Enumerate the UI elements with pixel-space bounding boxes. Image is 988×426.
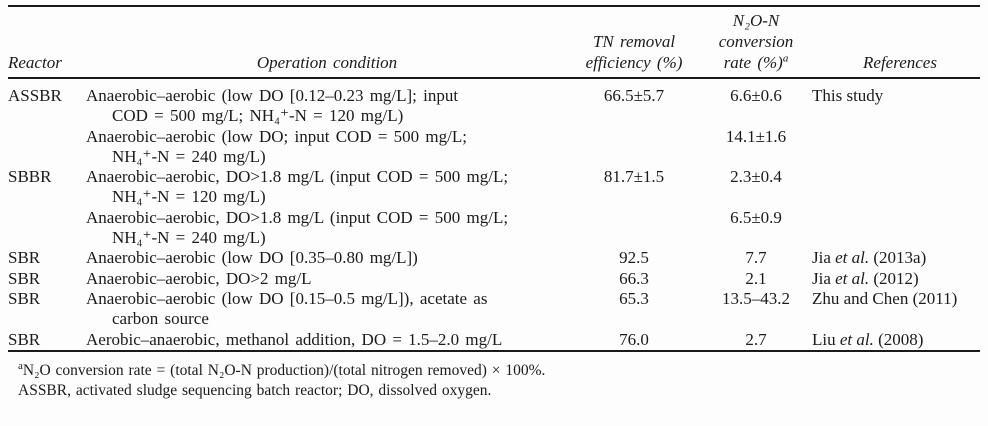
header-reactor: Reactor [8,53,62,72]
tn-value: 81.7±1.5 [603,167,665,187]
table-row: SBR Anaerobic–aerobic (low DO [0.15–0.5 … [8,289,988,330]
condition-line: Anaerobic–aerobic, DO>2 mg/L [86,268,312,288]
tn-value: 65.3 [619,288,649,308]
reference-cell [812,167,988,168]
header-tn-line1: TN removal [592,32,676,51]
reactor-cell [8,127,86,128]
header-operation-condition: Operation condition [256,53,398,72]
table-footnotes: aN₂O conversion rate = (total N₂O-N prod… [0,359,988,401]
reference-cell: This study [812,86,988,106]
n2o-value: 2.3±0.4 [730,167,782,187]
condition-line: Anaerobic–aerobic (low DO [0.35–0.80 mg/… [86,248,418,268]
tn-value: 92.5 [619,248,649,268]
table-body: ASSBR Anaerobic–aerobic (low DO [0.12–0.… [0,79,988,350]
reference-text: Liu [812,329,840,349]
reference-cell: Jia et al. (2013a) [812,248,988,268]
reference-text: Zhu and Chen (2011) [812,288,958,308]
n2o-value: 13.5–43.2 [722,288,790,308]
condition-cell: Anaerobic–aerobic, DO>1.8 mg/L (input CO… [86,167,568,208]
condition-line: NH₄⁺-N = 120 mg/L) [112,187,266,207]
condition-line: NH₄⁺-N = 240 mg/L) [112,228,266,248]
table-top-rule [8,5,980,7]
condition-line: Anaerobic–aerobic (low DO [0.15–0.5 mg/L… [86,288,488,308]
condition-line: COD = 500 mg/L; NH₄⁺-N = 120 mg/L) [112,106,404,126]
condition-line: carbon source [112,309,209,329]
table-row: ASSBR Anaerobic–aerobic (low DO [0.12–0.… [8,86,988,127]
condition-cell: Anaerobic–aerobic (low DO [0.35–0.80 mg/… [86,248,568,268]
reference-year: (2013a) [869,248,927,268]
condition-cell: Anaerobic–aerobic (low DO; input COD = 5… [86,127,568,168]
condition-cell: Aerobic–anaerobic, methanol addition, DO… [86,330,568,350]
table-bottom-rule [8,349,980,352]
header-tn-removal-efficiency: TN removal efficiency (%) [568,31,700,73]
reference-etal: et al. [839,329,874,349]
footnote-conversion-rate: aN₂O conversion rate = (total N₂O-N prod… [18,359,988,381]
header-n2o-line1: N₂O-N [732,11,780,30]
footnote-text: ASSBR, activated sludge sequencing batch… [18,381,492,399]
header-references: References [863,53,937,72]
table-header-rule [8,77,980,79]
reactor-cell: SBR [8,268,41,288]
reference-cell: Liu et al. (2008) [812,330,988,350]
tn-value: 66.5±5.7 [603,86,665,105]
footnote-text: N₂O conversion rate = (total N₂O-N produ… [22,361,546,379]
reference-etal: et al. [835,268,870,288]
header-n2o-line3: rate (%)a [700,52,812,73]
reactor-cell: SBR [8,329,41,349]
condition-cell: Anaerobic–aerobic (low DO [0.12–0.23 mg/… [86,86,568,127]
tn-value [568,208,700,209]
condition-cell: Anaerobic–aerobic, DO>2 mg/L [86,269,568,289]
table-row: SBR Aerobic–anaerobic, methanol addition… [8,330,988,350]
table-row: SBR Anaerobic–aerobic (low DO [0.35–0.80… [8,248,988,268]
header-tn-line2: efficiency (%) [585,53,683,72]
reference-etal: et al. [835,248,870,268]
reference-cell [812,208,988,209]
table-row: SBBR Anaerobic–aerobic, DO>1.8 mg/L (inp… [8,167,988,208]
tn-value: 76.0 [619,329,649,349]
header-n2o-rate-label: rate (%) [723,53,783,72]
header-footnote-marker: a [782,52,789,65]
reference-year: (2012) [869,268,919,288]
footnote-abbreviations: ASSBR, activated sludge sequencing batch… [18,381,988,401]
n2o-value: 6.5±0.9 [730,207,782,227]
table-row: Anaerobic–aerobic (low DO; input COD = 5… [8,127,988,168]
reference-year: (2008) [873,329,924,349]
n2o-value: 2.1 [745,268,767,288]
tn-value: 66.3 [619,268,649,288]
header-n2o-line2: conversion [718,32,794,51]
condition-line: Aerobic–anaerobic, methanol addition, DO… [86,329,503,349]
reactor-cell: ASSBR [8,86,62,105]
reactor-cell: SBR [8,288,41,308]
reference-cell: Zhu and Chen (2011) [812,289,988,309]
reactor-cell: SBR [8,248,41,268]
footnote-marker: a [18,359,23,372]
condition-line: Anaerobic–aerobic (low DO; input COD = 5… [86,126,467,146]
reference-text: Jia [812,248,836,268]
reference-cell [812,127,988,128]
condition-line: Anaerobic–aerobic, DO>1.8 mg/L (input CO… [86,167,509,187]
n2o-value: 14.1±1.6 [725,126,787,146]
condition-cell: Anaerobic–aerobic, DO>1.8 mg/L (input CO… [86,208,568,249]
condition-line: NH₄⁺-N = 240 mg/L) [112,146,266,166]
condition-line: Anaerobic–aerobic, DO>1.8 mg/L (input CO… [86,207,509,227]
reference-text: Jia [812,268,836,288]
n2o-value: 7.7 [745,248,767,268]
n2o-value: 6.6±0.6 [730,86,782,105]
condition-line: Anaerobic–aerobic (low DO [0.12–0.23 mg/… [86,86,459,105]
reference-cell: Jia et al. (2012) [812,269,988,289]
table-row: Anaerobic–aerobic, DO>1.8 mg/L (input CO… [8,208,988,249]
reactor-cell [8,208,86,209]
reactor-cell: SBBR [8,167,52,187]
table-row: SBR Anaerobic–aerobic, DO>2 mg/L 66.3 2.… [8,269,988,289]
header-n2o-conversion-rate: N₂O-N conversion rate (%)a [700,10,812,73]
n2o-value: 2.7 [745,329,767,349]
tn-value [568,127,700,128]
condition-cell: Anaerobic–aerobic (low DO [0.15–0.5 mg/L… [86,289,568,330]
table-header-row: Reactor Operation condition TN removal e… [0,7,988,77]
reference-text: This study [812,86,884,105]
